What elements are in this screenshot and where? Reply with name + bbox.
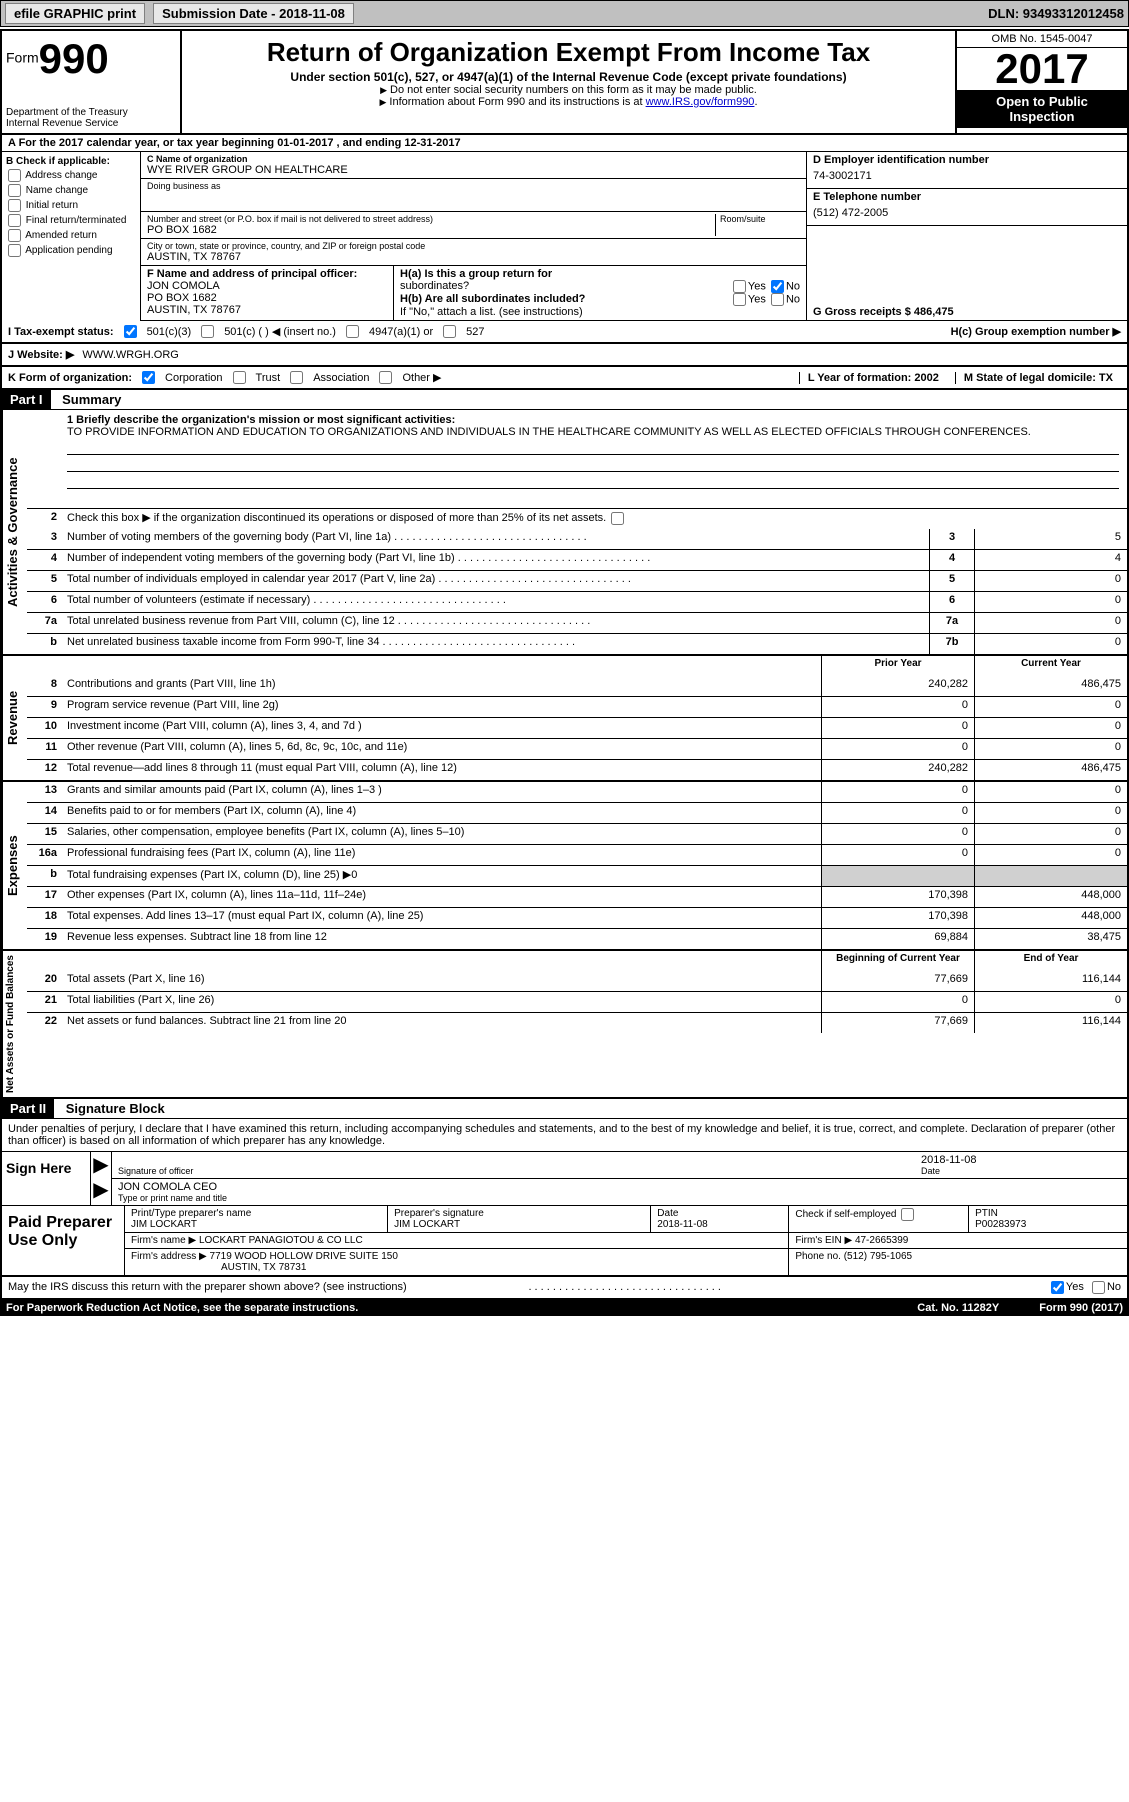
tax-year-row: A For the 2017 calendar year, or tax yea… <box>2 135 1127 152</box>
gov-line-4: 4Number of independent voting members of… <box>27 549 1127 570</box>
org-info: C Name of organization WYE RIVER GROUP O… <box>141 152 806 321</box>
preparer-name: JIM LOCKART <box>131 1219 381 1230</box>
exp-line-13: 13Grants and similar amounts paid (Part … <box>27 782 1127 802</box>
exp-line-19: 19Revenue less expenses. Subtract line 1… <box>27 928 1127 949</box>
korg-other[interactable] <box>379 371 392 384</box>
dln-number: DLN: 93493312012458 <box>988 6 1124 21</box>
exp-line-15: 15Salaries, other compensation, employee… <box>27 823 1127 844</box>
tax-year: 2017 <box>957 48 1127 90</box>
form-header: Form990 Department of the Treasury Inter… <box>2 31 1127 135</box>
section-b: B Check if applicable: Address change Na… <box>2 152 1127 321</box>
irs-link[interactable]: www.IRS.gov/form990 <box>646 96 755 108</box>
check-amended-return[interactable]: Amended return <box>6 229 136 242</box>
gov-line-5: 5Total number of individuals employed in… <box>27 570 1127 591</box>
form-word: Form <box>6 50 39 66</box>
open-inspection: Open to Public Inspection <box>957 90 1127 128</box>
org-city: AUSTIN, TX 78767 <box>147 251 800 263</box>
discuss-no[interactable] <box>1092 1281 1105 1294</box>
officer-signature: JON COMOLA CEO <box>118 1181 217 1193</box>
rev-line-12: 12Total revenue—add lines 8 through 11 (… <box>27 759 1127 780</box>
check-initial-return[interactable]: Initial return <box>6 199 136 212</box>
phone: (512) 472-2005 <box>813 203 1121 223</box>
exp-line-b: bTotal fundraising expenses (Part IX, co… <box>27 865 1127 886</box>
ptin: P00283973 <box>975 1219 1121 1230</box>
rev-line-8: 8Contributions and grants (Part VIII, li… <box>27 676 1127 696</box>
check-name-change[interactable]: Name change <box>6 184 136 197</box>
officer-name: JON COMOLA <box>147 280 387 292</box>
check-final-return-terminated[interactable]: Final return/terminated <box>6 214 136 227</box>
discuss-yes[interactable] <box>1051 1281 1064 1294</box>
exp-line-16a: 16aProfessional fundraising fees (Part I… <box>27 844 1127 865</box>
efile-button[interactable]: efile GRAPHIC print <box>5 3 145 24</box>
form-title: Return of Organization Exempt From Incom… <box>192 37 945 68</box>
form-number: 990 <box>39 35 109 82</box>
firm-name: LOCKART PANAGIOTOU & CO LLC <box>199 1235 363 1246</box>
line2-check[interactable] <box>611 512 624 525</box>
part2-header: Part II Signature Block <box>2 1099 1127 1119</box>
website-row: J Website: ▶ WWW.WRGH.ORG <box>2 344 1127 367</box>
header-left: Form990 Department of the Treasury Inter… <box>2 31 182 133</box>
top-bar: efile GRAPHIC print Submission Date - 20… <box>0 0 1129 27</box>
signature-section: Under penalties of perjury, I declare th… <box>2 1119 1127 1298</box>
ha-yes[interactable] <box>733 280 746 293</box>
hb-yes[interactable] <box>733 293 746 306</box>
check-applicable: B Check if applicable: Address change Na… <box>2 152 141 321</box>
header-mid: Return of Organization Exempt From Incom… <box>182 31 955 133</box>
form-container: Form990 Department of the Treasury Inter… <box>0 29 1129 1300</box>
org-address: PO BOX 1682 <box>147 224 715 236</box>
header-right: OMB No. 1545-0047 2017 Open to Public In… <box>955 31 1127 133</box>
status-527[interactable] <box>443 325 456 338</box>
submission-date: Submission Date - 2018-11-08 <box>153 3 354 24</box>
status-501c[interactable] <box>201 325 214 338</box>
hb-no[interactable] <box>771 293 784 306</box>
status-4947[interactable] <box>346 325 359 338</box>
status-501c3[interactable] <box>124 325 137 338</box>
exp-line-14: 14Benefits paid to or for members (Part … <box>27 802 1127 823</box>
korg-corp[interactable] <box>142 371 155 384</box>
net-assets-section: Net Assets or Fund Balances Beginning of… <box>2 951 1127 1099</box>
tax-status-row: I Tax-exempt status: 501(c)(3) 501(c) ( … <box>2 321 1127 344</box>
self-employed-check[interactable] <box>901 1208 914 1221</box>
note-info-pre: Information about Form 990 and its instr… <box>380 96 646 108</box>
rev-line-10: 10Investment income (Part VIII, column (… <box>27 717 1127 738</box>
irs-label: Internal Revenue Service <box>6 118 176 129</box>
exp-line-18: 18Total expenses. Add lines 13–17 (must … <box>27 907 1127 928</box>
korg-assoc[interactable] <box>290 371 303 384</box>
exp-line-17: 17Other expenses (Part IX, column (A), l… <box>27 886 1127 907</box>
rev-line-11: 11Other revenue (Part VIII, column (A), … <box>27 738 1127 759</box>
check-application-pending[interactable]: Application pending <box>6 244 136 257</box>
form-subtitle: Under section 501(c), 527, or 4947(a)(1)… <box>192 70 945 84</box>
mission-text: TO PROVIDE INFORMATION AND EDUCATION TO … <box>67 426 1119 438</box>
ein: 74-3002171 <box>813 166 1121 186</box>
dept-treasury: Department of the Treasury <box>6 107 176 118</box>
gov-line-3: 3Number of voting members of the governi… <box>27 529 1127 549</box>
ha-no[interactable] <box>771 280 784 293</box>
org-name: WYE RIVER GROUP ON HEALTHCARE <box>147 164 800 176</box>
korg-row: K Form of organization: Corporation Trus… <box>2 367 1127 390</box>
net-line-21: 21Total liabilities (Part X, line 26)00 <box>27 991 1127 1012</box>
gov-line-6: 6Total number of volunteers (estimate if… <box>27 591 1127 612</box>
note-ssn: Do not enter social security numbers on … <box>192 84 945 96</box>
website-url: WWW.WRGH.ORG <box>82 349 179 361</box>
expenses-section: Expenses 13Grants and similar amounts pa… <box>2 782 1127 951</box>
gov-line-7a: 7aTotal unrelated business revenue from … <box>27 612 1127 633</box>
part1-header: Part I Summary <box>2 390 1127 410</box>
gov-line-b: bNet unrelated business taxable income f… <box>27 633 1127 654</box>
net-line-22: 22Net assets or fund balances. Subtract … <box>27 1012 1127 1033</box>
revenue-section: Revenue Prior Year Current Year 8Contrib… <box>2 656 1127 782</box>
rev-line-9: 9Program service revenue (Part VIII, lin… <box>27 696 1127 717</box>
check-address-change[interactable]: Address change <box>6 169 136 182</box>
net-line-20: 20Total assets (Part X, line 16)77,66911… <box>27 971 1127 991</box>
gross-receipts: G Gross receipts $ 486,475 <box>813 306 954 318</box>
right-info: D Employer identification number 74-3002… <box>806 152 1127 321</box>
korg-trust[interactable] <box>233 371 246 384</box>
footer-bar: For Paperwork Reduction Act Notice, see … <box>0 1300 1129 1316</box>
governance-section: Activities & Governance 1 Briefly descri… <box>2 410 1127 656</box>
